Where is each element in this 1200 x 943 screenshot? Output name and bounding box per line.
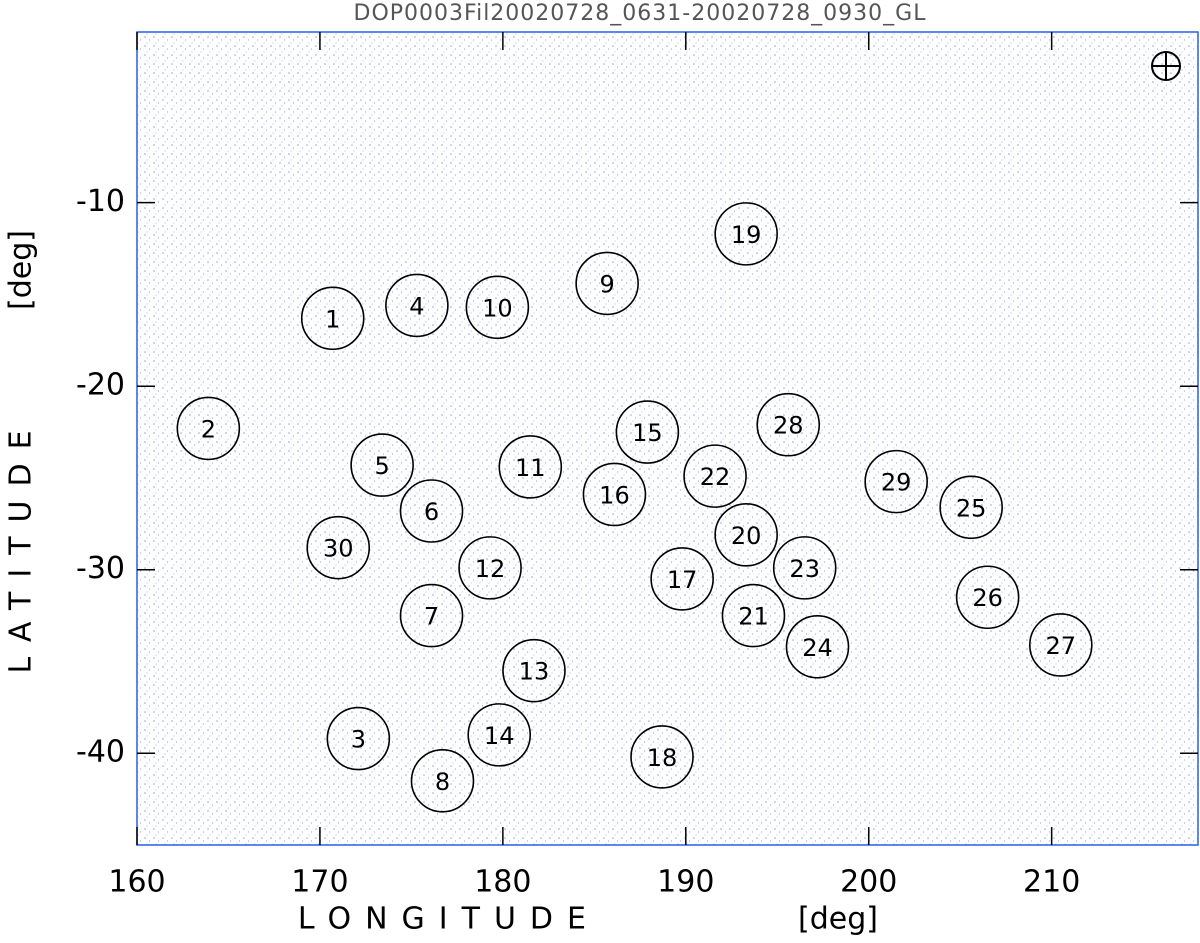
region-label: 19 (731, 221, 762, 249)
region-circle (864, 449, 928, 514)
region-label: 13 (519, 658, 550, 686)
heliographic-symbol (1151, 51, 1181, 81)
region-label: 16 (599, 481, 630, 509)
region-label: 11 (515, 454, 546, 482)
region-circle (939, 475, 1003, 540)
region-circle (410, 748, 475, 813)
region-label: 1 (325, 305, 340, 333)
y-tick-label: -40 (76, 735, 125, 770)
region-circle (502, 638, 566, 703)
region-label: 29 (881, 469, 912, 497)
x-axis-label: LONGITUDE (298, 902, 600, 937)
region-circle (306, 515, 371, 580)
region-circle (756, 392, 821, 457)
y-tick-label: -10 (76, 184, 125, 219)
region-label: 6 (424, 498, 439, 526)
region-label: 28 (773, 412, 804, 440)
flow-field-texture (137, 32, 1198, 845)
region-label: 26 (972, 584, 1003, 612)
region-circle (467, 703, 532, 767)
region-label: 24 (802, 634, 833, 662)
region-circle (772, 536, 837, 600)
region-circle (630, 725, 694, 789)
region-circle (650, 547, 714, 611)
x-tick-label: 170 (291, 865, 348, 900)
region-label: 25 (956, 494, 987, 522)
region-circle (785, 614, 850, 679)
region-label: 27 (1046, 632, 1077, 660)
y-axis-label: LATITUDE (4, 416, 39, 673)
region-label: 8 (435, 768, 450, 796)
x-tick-label: 160 (108, 865, 165, 900)
region-circle (176, 396, 241, 461)
region-label: 15 (632, 419, 663, 447)
x-axis-unit: [deg] (798, 902, 878, 937)
region-label: 30 (323, 535, 354, 563)
region-circle (399, 583, 464, 648)
region-circle (498, 435, 563, 499)
region-circle (465, 275, 530, 340)
y-tick-label: -30 (76, 551, 125, 586)
y-axis-unit: [deg] (4, 230, 39, 310)
region-circle (615, 400, 680, 464)
y-tick-label: -20 (76, 368, 125, 403)
region-label: 12 (475, 555, 506, 583)
x-tick-label: 190 (657, 865, 714, 900)
region-label: 23 (789, 555, 820, 583)
region-circle (399, 479, 464, 543)
region-label: 10 (482, 294, 513, 322)
region-circle (683, 444, 747, 508)
x-tick-label: 200 (840, 865, 897, 900)
region-circle (458, 536, 522, 600)
region-circle (714, 202, 778, 266)
region-circle (350, 433, 414, 497)
region-label: 5 (374, 452, 389, 480)
region-circle (300, 286, 365, 351)
x-tick-label: 180 (474, 865, 531, 900)
region-label: 9 (599, 270, 614, 298)
region-label: 18 (647, 744, 678, 772)
region-label: 3 (351, 726, 366, 754)
region-circle (326, 706, 391, 771)
region-label: 20 (731, 522, 762, 550)
region-circle (575, 251, 639, 316)
region-label: 17 (667, 566, 698, 594)
region-circle (721, 583, 786, 648)
region-label: 7 (424, 603, 439, 631)
plot-frame (136, 31, 1199, 846)
region-circle (714, 503, 778, 567)
region-label: 4 (409, 292, 424, 320)
region-circle (385, 273, 449, 338)
chart-title: DOP0003Fil20020728_0631-20020728_0930_GL (354, 1, 927, 26)
region-label: 2 (201, 415, 216, 443)
region-circle (582, 462, 647, 527)
region-label: 14 (484, 722, 515, 750)
x-tick-label: 210 (1023, 865, 1080, 900)
region-label: 22 (700, 463, 731, 491)
region-circle (1029, 613, 1093, 677)
region-circle (955, 565, 1020, 630)
region-label: 21 (738, 603, 769, 631)
